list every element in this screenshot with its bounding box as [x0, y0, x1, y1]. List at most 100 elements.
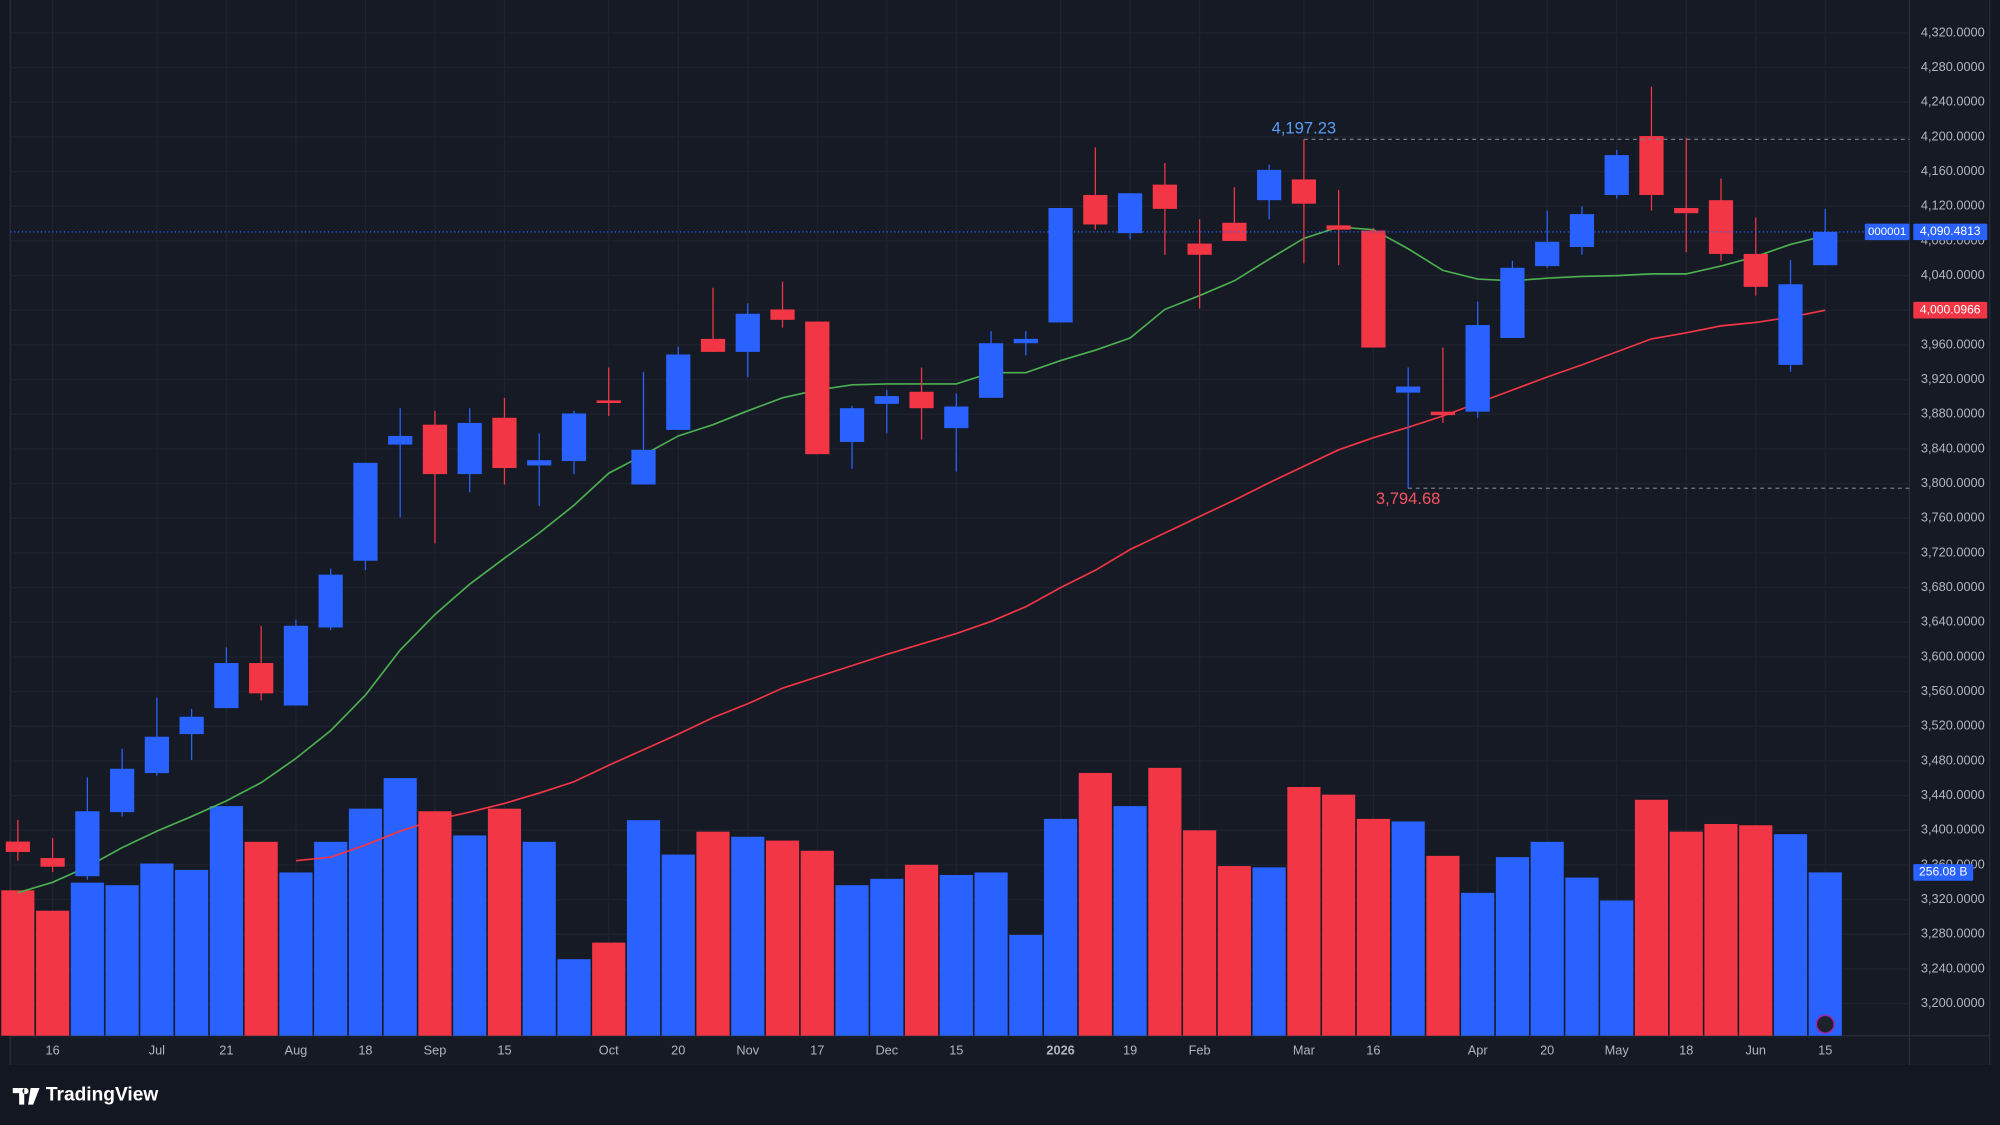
x-tick-label: 16: [1366, 1042, 1380, 1057]
volume-bar: [1183, 830, 1217, 1036]
candle-body: [5, 841, 30, 852]
brand[interactable]: TradingView: [12, 1085, 159, 1106]
candle-body: [1257, 169, 1282, 201]
volume-bar: [1148, 767, 1182, 1036]
volume-bar: [1391, 821, 1425, 1036]
y-tick-label: 4,160.0000: [1921, 163, 1985, 178]
y-tick-label: 3,200.0000: [1921, 995, 1985, 1010]
volume-bar: [70, 882, 104, 1036]
symbol-label: 000001: [1868, 226, 1906, 238]
candle-body: [978, 343, 1004, 398]
volume-bar: [314, 841, 348, 1036]
y-tick-label: 3,600.0000: [1921, 648, 1985, 663]
moving-average-line: [295, 309, 1826, 862]
candle-body: [249, 663, 274, 694]
x-tick-label: Oct: [599, 1042, 619, 1057]
x-tick-label: May: [1605, 1042, 1630, 1057]
candle-body: [770, 309, 795, 320]
volume-bar: [140, 863, 174, 1036]
y-tick-label: 3,720.0000: [1921, 544, 1985, 559]
candle-body: [735, 313, 760, 352]
y-tick-label: 3,760.0000: [1921, 510, 1985, 525]
volume-bar: [279, 872, 313, 1036]
y-tick-label: 3,480.0000: [1921, 752, 1985, 767]
x-tick-label: 15: [949, 1042, 963, 1057]
extreme-label: 3,794.68: [1376, 489, 1441, 508]
volume-bar: [870, 878, 904, 1036]
candle-body: [457, 422, 482, 475]
candle-body: [1048, 208, 1073, 323]
y-tick-label: 3,800.0000: [1921, 475, 1985, 490]
x-tick-label: Dec: [875, 1042, 898, 1057]
candle-body: [1222, 222, 1247, 241]
candle-body: [179, 716, 204, 735]
volume-bar: [1322, 794, 1356, 1036]
y-tick-label: 3,280.0000: [1921, 926, 1985, 941]
candle-body: [283, 625, 309, 706]
candle-body: [1291, 179, 1317, 204]
volume-bar: [1287, 786, 1321, 1036]
candle-body: [805, 321, 830, 455]
candle-body: [1013, 338, 1038, 344]
y-tick-label: 4,240.0000: [1921, 94, 1985, 109]
y-tick-label: 3,960.0000: [1921, 336, 1985, 351]
volume-bar: [1600, 900, 1634, 1036]
volume-bar: [626, 820, 661, 1036]
x-tick-label: 21: [219, 1042, 233, 1057]
candle-body: [1813, 231, 1838, 266]
y-tick-label: 4,280.0000: [1921, 59, 1985, 74]
volume-bar: [175, 869, 209, 1036]
candle-body: [1535, 241, 1560, 267]
volume-bar: [1, 890, 35, 1036]
y-tick-label: 3,560.0000: [1921, 683, 1985, 698]
marks: [1, 86, 1910, 1036]
volume-bar: [487, 808, 522, 1036]
status-icon: [1815, 1014, 1835, 1034]
candle-body: [666, 354, 691, 430]
volume-bar: [661, 854, 695, 1036]
volume-bar: [1495, 857, 1530, 1036]
volume-bar: [244, 841, 278, 1036]
y-tick-label: 4,040.0000: [1921, 267, 1985, 282]
candle-body: [388, 435, 413, 445]
y-tick-label: 3,640.0000: [1921, 614, 1985, 629]
candle-body: [700, 338, 726, 352]
candle-body: [1674, 208, 1699, 214]
x-tick-label: Feb: [1189, 1042, 1211, 1057]
candle-body: [909, 391, 934, 409]
candle-body: [1569, 214, 1595, 248]
volume-bar: [1704, 823, 1738, 1036]
candle-body: [874, 396, 899, 404]
labels: 3,200.0000 3,240.0000 3,280.0000 3,320.0000…: [46, 24, 1988, 1057]
x-tick-label: Sep: [424, 1042, 447, 1057]
y-tick-label: 3,400.0000: [1921, 822, 1985, 837]
brand-name: TradingView: [46, 1085, 158, 1106]
candle-body: [492, 417, 517, 469]
x-tick-label: 15: [1818, 1042, 1832, 1057]
volume-bar: [209, 806, 243, 1036]
x-tick-label: 20: [671, 1042, 685, 1057]
x-tick-label: 15: [497, 1042, 511, 1057]
volume-bar: [1009, 934, 1043, 1036]
x-tick-label: Jul: [149, 1042, 165, 1057]
volume-bar: [1808, 872, 1842, 1036]
volume-bar: [904, 864, 939, 1036]
brand-logo: [12, 1088, 40, 1105]
candle-body: [596, 400, 621, 404]
x-tick-label: 18: [358, 1042, 372, 1057]
volume-bar: [36, 910, 70, 1036]
volume-bar: [1530, 841, 1564, 1036]
candle-body: [1708, 200, 1734, 254]
candle-body: [214, 663, 239, 709]
volume-bar: [939, 875, 973, 1036]
x-tick-label: 19: [1123, 1042, 1137, 1057]
candle-body: [1639, 136, 1664, 196]
x-tick-label: Mar: [1293, 1042, 1316, 1057]
candle-body: [561, 413, 587, 462]
volume-bar: [1461, 892, 1495, 1036]
candle-body: [1187, 243, 1212, 255]
candle-body: [1465, 325, 1490, 412]
candle-body: [1430, 411, 1456, 416]
volume-bar: [1044, 818, 1078, 1036]
